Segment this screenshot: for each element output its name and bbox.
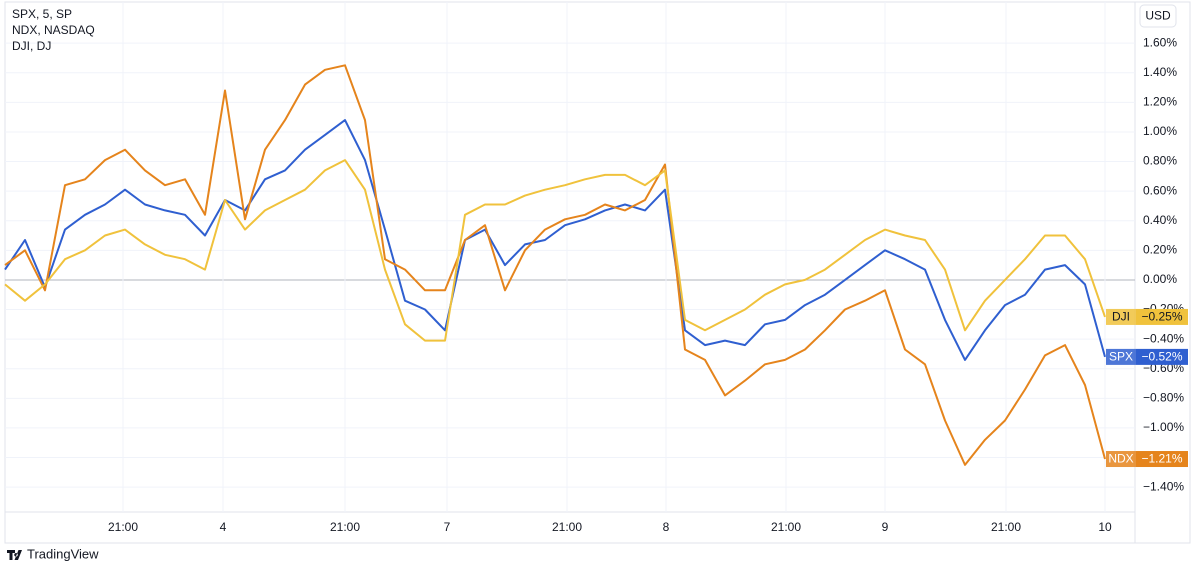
x-tick-label: 10 bbox=[1098, 520, 1112, 534]
x-tick-label: 21:00 bbox=[991, 520, 1021, 534]
y-tick-label: −1.00% bbox=[1143, 420, 1184, 434]
y-tick-label: −0.40% bbox=[1143, 331, 1184, 345]
series-line bbox=[4, 64, 1106, 466]
series-tag-name-box bbox=[1106, 451, 1136, 468]
y-tick-label: 1.20% bbox=[1143, 95, 1177, 109]
series-tag-name: DJI bbox=[1112, 310, 1130, 324]
y-tick-label: 0.20% bbox=[1143, 243, 1177, 257]
y-tick-label: 0.00% bbox=[1143, 272, 1177, 286]
last-value-box bbox=[1136, 308, 1188, 325]
x-tick-label: 8 bbox=[663, 520, 670, 534]
series-line bbox=[4, 159, 1106, 342]
x-tick-label: 4 bbox=[220, 520, 227, 534]
series-tag-name-box bbox=[1106, 308, 1136, 325]
currency-label[interactable]: USD bbox=[1145, 9, 1171, 23]
y-tick-label: 1.60% bbox=[1143, 35, 1177, 49]
y-tick-label: 0.80% bbox=[1143, 154, 1177, 168]
y-tick-label: 0.40% bbox=[1143, 213, 1177, 227]
series-tag-name-box bbox=[1106, 348, 1136, 365]
series-line bbox=[4, 119, 1106, 361]
last-value-label: −0.52% bbox=[1141, 350, 1182, 364]
last-value-box bbox=[1136, 348, 1188, 365]
x-tick-label: 21:00 bbox=[330, 520, 360, 534]
legend-entry: DJI, DJ bbox=[12, 39, 51, 53]
last-value-label: −0.25% bbox=[1141, 310, 1182, 324]
y-tick-label: −0.80% bbox=[1143, 391, 1184, 405]
series-tag-name: NDX bbox=[1108, 452, 1133, 466]
x-tick-label: 21:00 bbox=[771, 520, 801, 534]
y-tick-label: −1.40% bbox=[1143, 479, 1184, 493]
brand-logo bbox=[7, 550, 22, 560]
x-tick-label: 21:00 bbox=[108, 520, 138, 534]
legend-entry: NDX, NASDAQ bbox=[12, 23, 95, 37]
x-tick-label: 7 bbox=[444, 520, 451, 534]
currency-button[interactable] bbox=[1139, 4, 1177, 28]
series-tag-name: SPX bbox=[1109, 350, 1133, 364]
x-tick-label: 21:00 bbox=[552, 520, 582, 534]
legend-entry: SPX, 5, SP bbox=[12, 7, 72, 21]
x-tick-label: 9 bbox=[882, 520, 889, 534]
y-tick-label: 1.00% bbox=[1143, 124, 1177, 138]
last-value-label: −1.21% bbox=[1141, 452, 1182, 466]
chart-frame bbox=[4, 1, 1191, 544]
y-tick-label: 0.60% bbox=[1143, 183, 1177, 197]
y-tick-label: 1.40% bbox=[1143, 65, 1177, 79]
last-value-box bbox=[1136, 451, 1188, 468]
brand-name: TradingView bbox=[27, 546, 99, 561]
